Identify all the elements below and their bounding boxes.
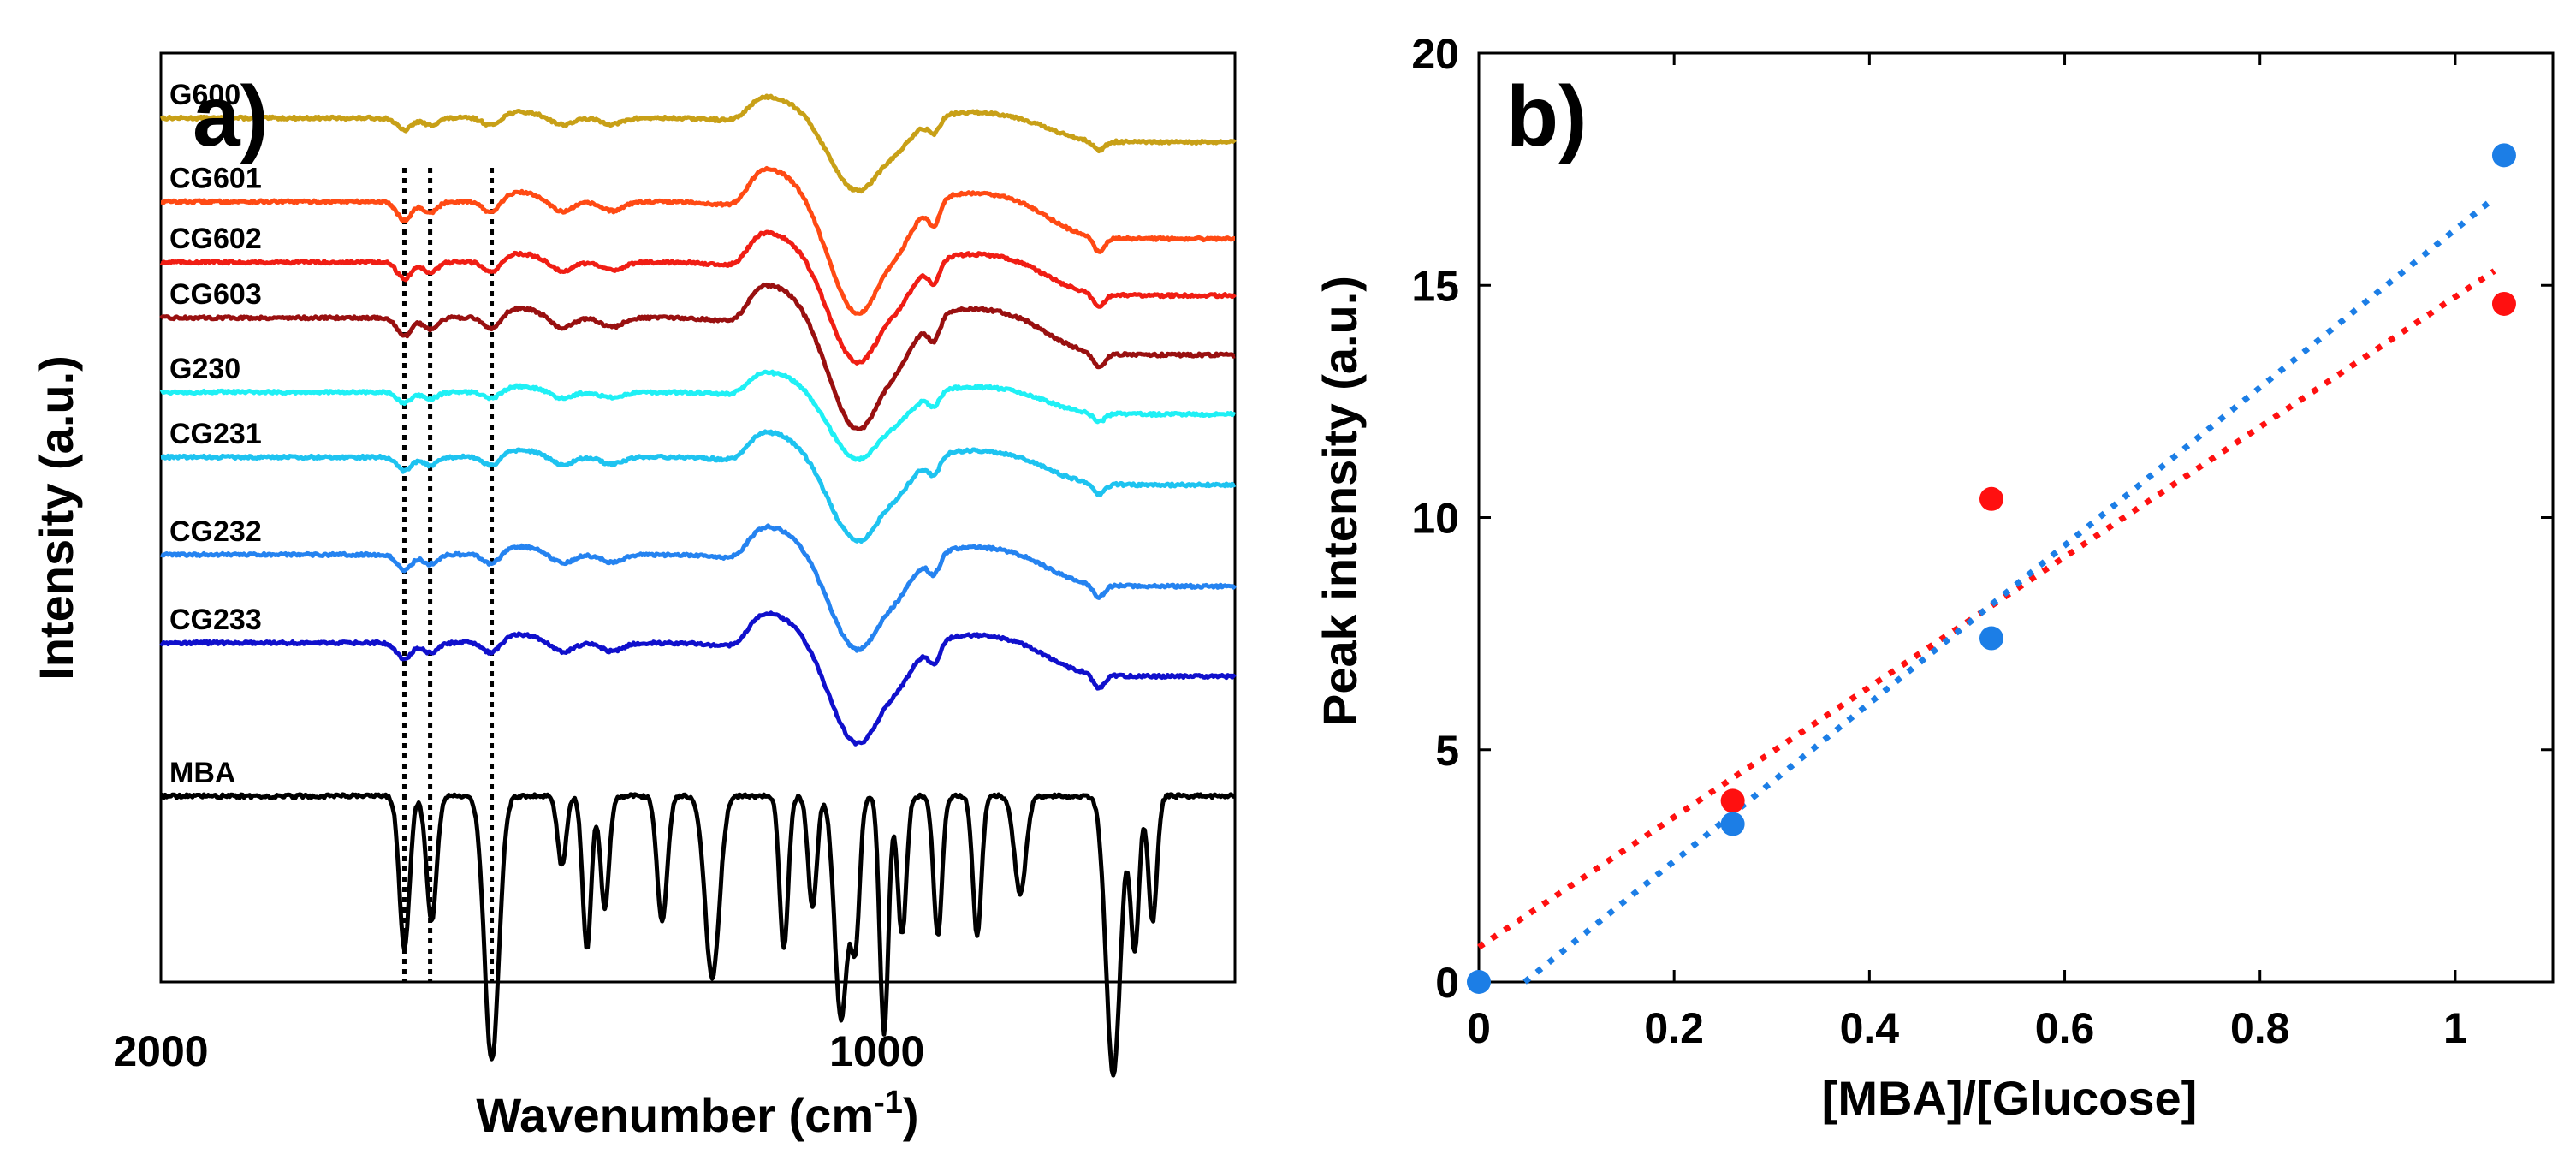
curve-label-cg233: CG233 [169, 604, 262, 636]
panel-b-y-tick-label: 15 [1411, 262, 1459, 310]
panel-b-y-tick-label: 20 [1411, 30, 1459, 78]
curve-label-g600: G600 [169, 79, 240, 111]
data-point-red [1720, 788, 1745, 813]
curve-label-cg232: CG232 [169, 515, 262, 548]
data-point-blue [2491, 143, 2516, 168]
panel-a-y-axis-title: Intensity (a.u.) [29, 355, 83, 681]
spectrum-g230 [159, 369, 1237, 462]
spectrum-cg232 [160, 523, 1238, 653]
spectrum-mba [159, 792, 1236, 1078]
curve-label-cg601: CG601 [169, 163, 262, 195]
panel-b-x-tick-label: 1 [2443, 1004, 2467, 1052]
panel-a-x-tick-label: 2000 [113, 1027, 208, 1075]
curve-label-mba: MBA [169, 757, 235, 789]
panel-a-curve-labels: G600 CG601 CG602 CG603 G230 CG231 CG232 CG233 MB… [169, 79, 262, 789]
data-point-blue [1467, 970, 1491, 994]
spectrum-cg231 [160, 429, 1237, 544]
spectrum-cg233 [159, 610, 1237, 747]
panel-b-points [1467, 143, 2516, 994]
panel-a-x-axis-title: Wavenumber (cm-1) [476, 1085, 918, 1142]
panel-b-y-tick-label: 0 [1435, 959, 1459, 1007]
panel-b-x-axis-title: [MBA]/[Glucose] [1822, 1071, 2198, 1125]
data-point-blue [1979, 626, 2003, 651]
panel-b-x-tick-label: 0.8 [2230, 1004, 2290, 1052]
spectrum-cg602 [159, 229, 1237, 366]
panel-b-frame [1477, 51, 2555, 984]
panel-a-x-ticks: 2000 1000 [113, 1027, 924, 1075]
panel-b-letter: b) [1506, 68, 1587, 164]
panel-a-curves [159, 93, 1238, 1078]
panel-b-x-tick-label: 0.6 [2035, 1004, 2095, 1052]
data-point-red [1979, 486, 2003, 511]
panel-b-y-axis-title: Peak intensity (a.u.) [1313, 276, 1367, 726]
fit-line-red [1477, 268, 2496, 950]
data-point-red [2491, 291, 2516, 316]
panel-a-letter: a) [193, 68, 269, 164]
x-axis-title-main: Wavenumber (cm [476, 1088, 874, 1142]
panel-a-frame [159, 51, 1237, 984]
x-axis-title-suffix: ) [903, 1088, 919, 1142]
curve-label-cg231: CG231 [169, 418, 262, 450]
panel-b-x-tick-label: 0.4 [1840, 1004, 1900, 1052]
panel-b-fit-lines [1477, 195, 2496, 985]
panel-b-y-tick-label: 10 [1411, 495, 1459, 543]
spectrum-cg603 [159, 282, 1236, 431]
curve-label-g230: G230 [169, 353, 240, 385]
x-axis-title-superscript: -1 [874, 1085, 903, 1121]
panel-a-marker-lines [401, 168, 495, 982]
panel-a-x-tick-label: 1000 [829, 1027, 924, 1075]
fit-line-blue [1522, 195, 2496, 985]
panel-b-y-tick-label: 5 [1435, 727, 1459, 775]
panel-b-x-tick-label: 0 [1467, 1004, 1491, 1052]
data-point-blue [1720, 812, 1745, 836]
spectrum-cg601 [160, 166, 1236, 316]
panel-b-x-tick-label: 0.2 [1644, 1004, 1704, 1052]
curve-label-cg602: CG602 [169, 223, 262, 255]
spectrum-g600 [160, 93, 1237, 194]
curve-label-cg603: CG603 [169, 278, 262, 311]
